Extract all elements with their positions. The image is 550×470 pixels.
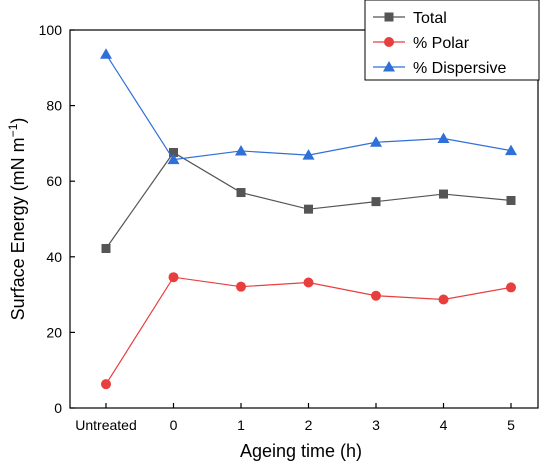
legend-label: Total: [413, 10, 447, 27]
x-tick-label: 0: [170, 417, 178, 433]
series-line: [105, 151, 512, 249]
y-axis-title: Surface Energy (mN m−1): [6, 118, 28, 321]
legend-item: % Dispersive: [373, 60, 506, 77]
series-layer: [100, 48, 517, 390]
legend-item: % Polar: [373, 35, 470, 52]
x-tick-label: Untreated: [75, 417, 136, 433]
x-tick-label: 2: [305, 417, 313, 433]
y-tick-label: 20: [46, 324, 62, 340]
y-tick-label: 100: [39, 22, 63, 38]
legend-marker: [383, 61, 395, 72]
series-2: [100, 48, 517, 165]
data-point: [236, 281, 246, 292]
data-point: [236, 188, 246, 198]
data-point: [438, 294, 449, 305]
data-point: [505, 144, 517, 156]
data-point: [371, 290, 381, 301]
legend-marker: [384, 12, 394, 22]
data-point: [302, 149, 315, 160]
y-axis: 0 20 40 60 80 100: [39, 22, 75, 416]
data-point: [304, 204, 313, 214]
y-tick-label: 80: [46, 98, 62, 114]
data-point: [100, 48, 112, 59]
data-point: [303, 277, 314, 288]
y-axis-title-superscript: −1: [6, 123, 20, 137]
x-axis: Untreated 0 1 2 3 4 5: [75, 403, 515, 433]
series-0: [101, 147, 516, 253]
legend: Total % Polar % Dispersive: [364, 0, 540, 81]
y-tick-label: 60: [46, 173, 62, 189]
legend-label: % Dispersive: [413, 60, 506, 77]
data-point: [439, 189, 448, 199]
data-point: [168, 272, 179, 283]
data-point: [101, 379, 111, 390]
x-tick-label: 5: [507, 417, 515, 433]
legend-marker: [384, 37, 394, 47]
data-point: [437, 132, 450, 143]
x-tick-label: 1: [237, 417, 245, 433]
data-point: [506, 282, 516, 293]
data-point: [370, 136, 382, 147]
x-axis-title: Ageing time (h): [240, 441, 362, 461]
data-point: [235, 144, 247, 156]
data-point: [169, 147, 178, 157]
legend-label: % Polar: [413, 35, 470, 52]
data-point: [371, 197, 381, 207]
y-tick-label: 40: [46, 249, 62, 265]
data-point: [506, 195, 516, 205]
series-1: [101, 272, 516, 390]
legend-item: Total: [373, 10, 447, 27]
x-tick-label: 3: [372, 417, 380, 433]
plot-frame: [69, 29, 539, 409]
x-tick-label: 4: [440, 417, 448, 433]
data-point: [101, 243, 111, 253]
data-point: [167, 153, 180, 165]
y-tick-label: 0: [54, 400, 62, 416]
series-line: [105, 276, 512, 385]
